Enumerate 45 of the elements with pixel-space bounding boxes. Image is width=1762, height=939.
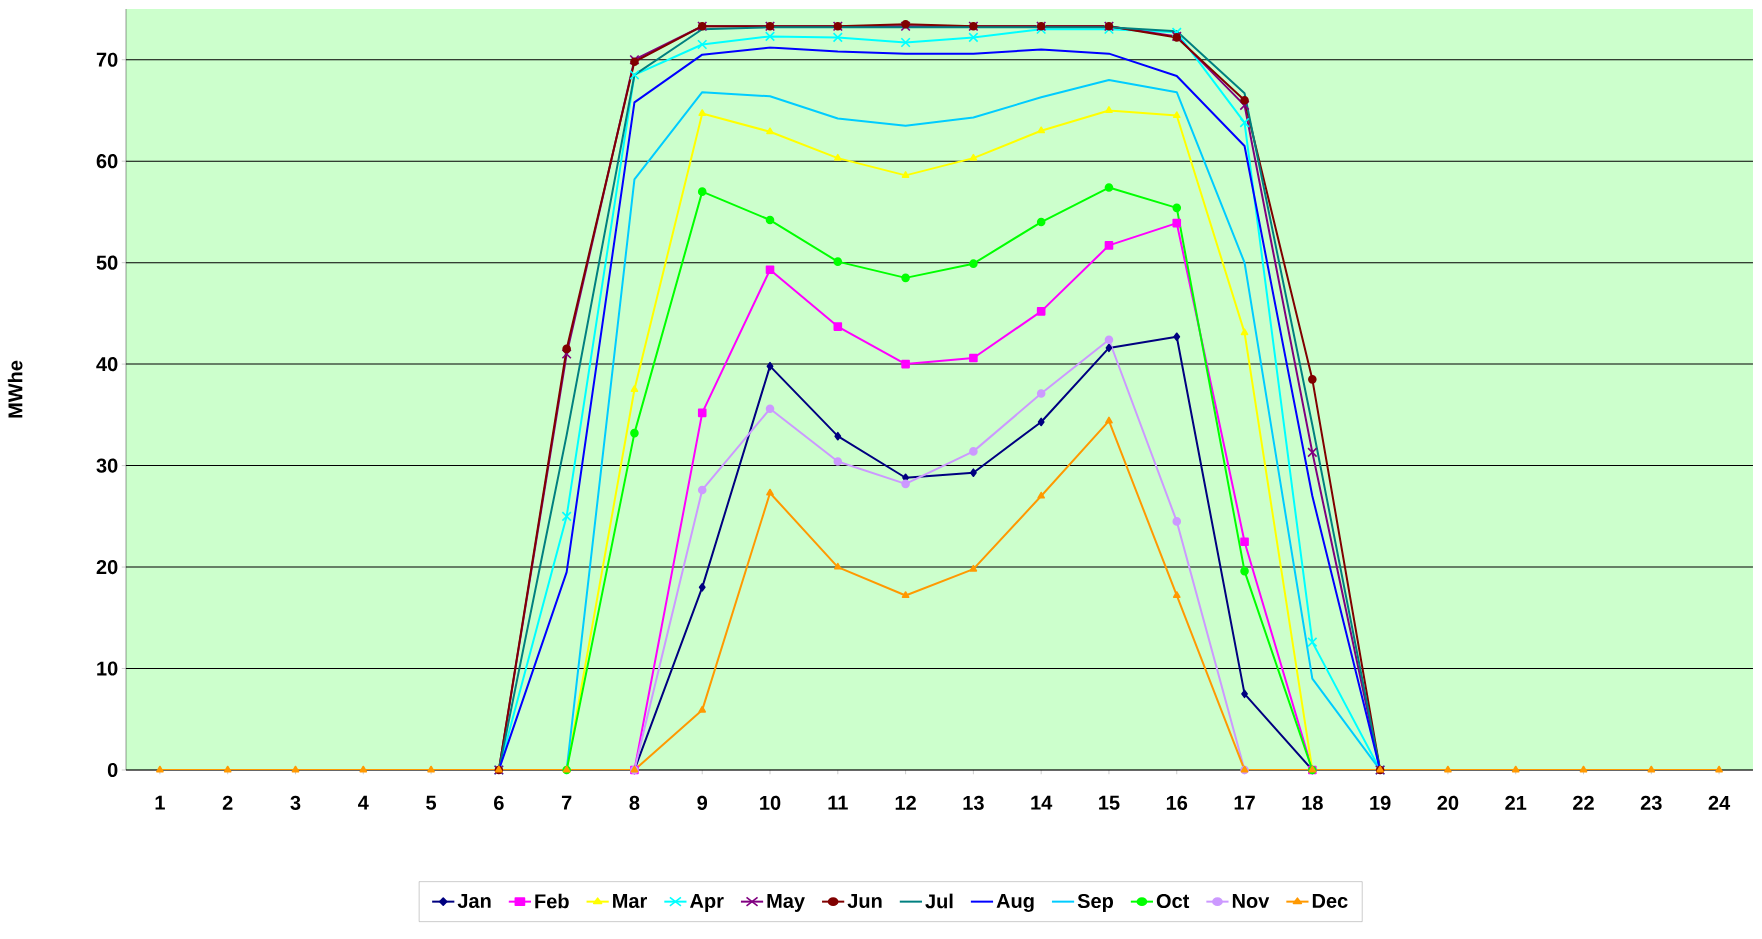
- x-tick-label: 2: [222, 795, 233, 810]
- x-tick-label: 8: [629, 795, 640, 810]
- x-tick-label: 11: [828, 795, 848, 810]
- y-tick-label: 0: [107, 762, 118, 778]
- legend-label: Feb: [535, 893, 569, 909]
- x-tick-label: 7: [561, 795, 572, 810]
- y-tick-label: 10: [97, 661, 118, 676]
- x-tick-label: 21: [1505, 795, 1527, 810]
- legend-label: Jan: [457, 894, 491, 908]
- x-tick-label: 12: [895, 795, 916, 810]
- legend-label: Sep: [1077, 893, 1113, 913]
- y-tick-label: 30: [96, 458, 118, 473]
- x-tick-label: 18: [1302, 795, 1323, 810]
- x-tick-label: 17: [1234, 795, 1255, 810]
- y-tick-label: 60: [96, 154, 118, 169]
- legend-label: Apr: [690, 894, 724, 912]
- legend-label: Jun: [847, 894, 882, 908]
- x-tick-label: 9: [697, 795, 708, 810]
- y-tick-label: 70: [96, 52, 118, 67]
- y-tick-label: 40: [96, 357, 118, 372]
- x-tick-label: 19: [1370, 795, 1391, 810]
- x-tick-label: 3: [290, 795, 301, 810]
- x-tick-label: 14: [1031, 795, 1053, 810]
- x-tick-label: 10: [760, 795, 781, 810]
- y-axis-title: MWhe: [7, 360, 23, 418]
- x-tick-label: 20: [1437, 795, 1459, 810]
- legend-label: Mar: [613, 894, 647, 908]
- y-tick-label: 50: [96, 255, 118, 270]
- x-tick-label: 22: [1573, 795, 1594, 810]
- x-tick-label: 5: [426, 795, 437, 810]
- x-tick-label: 1: [155, 795, 165, 810]
- x-tick-label: 23: [1640, 795, 1662, 810]
- legend-label: Oct: [1156, 893, 1190, 909]
- x-tick-label: 24: [1708, 795, 1731, 810]
- legend-label: May: [767, 894, 805, 912]
- legend-label: Aug: [996, 894, 1034, 913]
- legend-label: Nov: [1232, 894, 1270, 908]
- x-tick-label: 4: [358, 795, 369, 810]
- legend-label: Jul: [925, 893, 953, 909]
- x-tick-label: 15: [1099, 795, 1120, 810]
- x-tick-label: 13: [963, 795, 984, 810]
- x-tick-label: 16: [1166, 795, 1188, 810]
- y-tick-label: 20: [96, 559, 118, 575]
- legend-label: Dec: [1312, 894, 1348, 908]
- x-tick-label: 6: [494, 795, 504, 810]
